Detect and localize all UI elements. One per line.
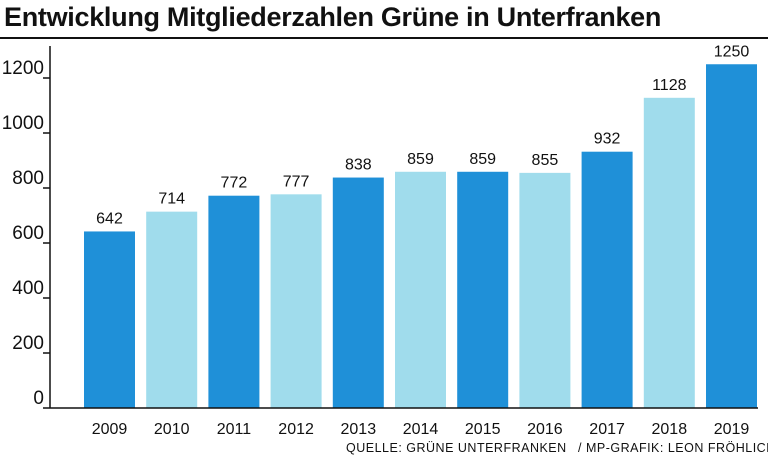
bar-2012: [270, 194, 322, 408]
y-tick-label-800: 800: [12, 168, 44, 189]
x-tick-label-2010: 2010: [154, 421, 190, 438]
value-label-2012: 777: [283, 173, 310, 190]
bars: [84, 64, 757, 409]
value-labels: 642 714 772 777 838 859 859 855 932 1128 1250: [96, 43, 749, 227]
x-axis: 2009 2010 2011 2012 2013 2014 2015 2016 2017 2018…: [50, 407, 758, 438]
y-tick-label-400: 400: [12, 278, 44, 299]
x-tick-label-2014: 2014: [403, 421, 439, 438]
y-tick-label-0: 0: [33, 388, 44, 409]
bar-2015: [457, 171, 509, 408]
source-note: QUELLE: GRÜNE UNTERFRANKEN: [346, 441, 567, 455]
value-label-2009: 642: [96, 210, 123, 227]
title-divider: [0, 37, 768, 39]
bar-chart: 0 200 400 600 800 1000 1200 642 714 772 777 838 859…: [2, 43, 758, 438]
value-label-2018: 1128: [652, 77, 687, 94]
value-label-2013: 838: [345, 157, 372, 174]
value-label-2019: 1250: [714, 43, 750, 60]
graphic-credit: / MP-GRAFIK: LEON FRÖHLICH: [578, 441, 768, 455]
x-tick-label-2019: 2019: [714, 421, 750, 438]
value-label-2010: 714: [158, 191, 185, 208]
value-label-2016: 855: [532, 152, 559, 169]
x-tick-label-2011: 2011: [217, 421, 252, 438]
value-label-2011: 772: [221, 175, 248, 192]
x-tick-label-2015: 2015: [465, 421, 501, 438]
y-tick-label-200: 200: [12, 333, 44, 354]
value-label-2015: 859: [469, 151, 496, 168]
bar-2018: [643, 97, 695, 409]
y-tick-label-1200: 1200: [2, 58, 44, 79]
chart-title: Entwicklung Mitgliederzahlen Grüne in Un…: [4, 2, 662, 32]
x-tick-label-2012: 2012: [278, 421, 314, 438]
x-tick-label-2016: 2016: [527, 421, 563, 438]
x-tick-label-2017: 2017: [589, 421, 625, 438]
bar-2013: [332, 177, 384, 408]
bar-2017: [581, 151, 633, 408]
y-tick-label-600: 600: [12, 223, 44, 244]
x-tick-label-2013: 2013: [341, 421, 377, 438]
bar-2011: [208, 195, 260, 408]
bar-2019: [706, 64, 757, 408]
y-axis: 0 200 400 600 800 1000 1200: [2, 46, 51, 409]
bar-2010: [146, 211, 198, 408]
value-label-2017: 932: [594, 131, 621, 148]
bar-2014: [395, 171, 446, 408]
x-tick-label-2018: 2018: [652, 421, 688, 438]
bar-2009: [84, 231, 135, 408]
y-tick-label-1000: 1000: [2, 113, 44, 134]
bar-2016: [519, 172, 571, 408]
value-label-2014: 859: [407, 151, 434, 168]
x-tick-label-2009: 2009: [92, 421, 128, 438]
